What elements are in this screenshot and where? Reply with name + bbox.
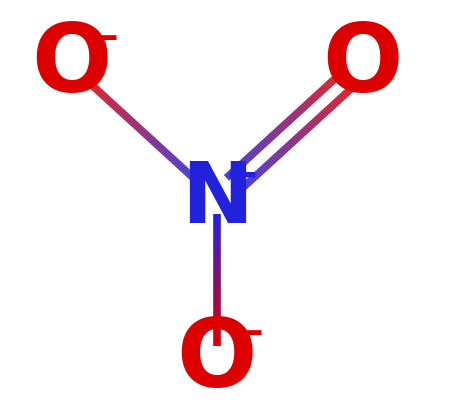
Text: −: −: [85, 18, 120, 61]
Text: −: −: [230, 313, 265, 355]
Text: +: +: [225, 155, 260, 198]
Text: O: O: [322, 20, 402, 112]
Text: O: O: [176, 315, 257, 407]
Text: N: N: [181, 158, 253, 241]
Text: O: O: [31, 20, 112, 112]
